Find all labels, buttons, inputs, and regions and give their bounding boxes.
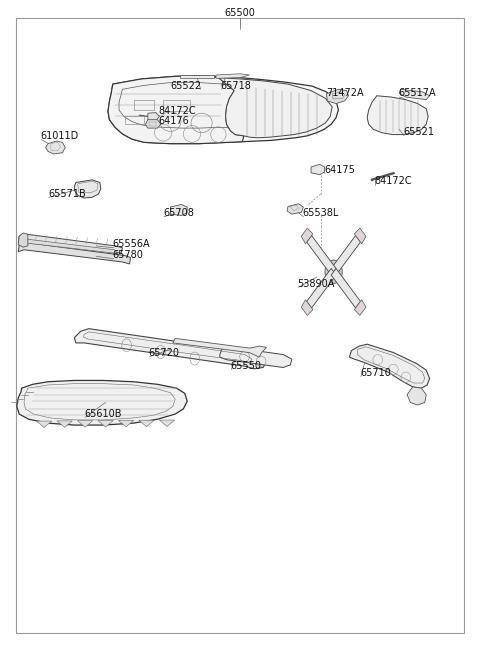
Text: 65522: 65522 [170,81,202,91]
Polygon shape [98,421,113,427]
Text: 84172C: 84172C [374,177,412,186]
Text: 65521: 65521 [403,127,434,137]
Text: 71472A: 71472A [326,89,364,98]
Polygon shape [74,180,101,198]
Polygon shape [159,420,175,426]
Polygon shape [354,228,366,244]
Text: 65780: 65780 [113,250,144,260]
Polygon shape [407,387,426,405]
Polygon shape [399,89,430,100]
Polygon shape [331,236,360,275]
Polygon shape [349,344,430,388]
Polygon shape [119,421,134,427]
Polygon shape [180,75,214,78]
Text: 65720: 65720 [149,348,180,358]
Polygon shape [216,74,250,78]
Polygon shape [287,204,303,214]
Polygon shape [25,239,116,255]
Text: 65610B: 65610B [84,409,121,419]
Polygon shape [139,420,154,426]
Text: 65550: 65550 [230,361,262,371]
Polygon shape [354,300,366,315]
Text: 65500: 65500 [225,8,255,18]
Polygon shape [170,204,187,215]
Polygon shape [307,269,336,308]
Text: 64175: 64175 [324,165,355,175]
Polygon shape [307,236,336,275]
Polygon shape [311,164,324,175]
Polygon shape [18,233,28,247]
Polygon shape [17,380,187,425]
Polygon shape [331,269,360,308]
Polygon shape [218,78,332,138]
Polygon shape [326,89,348,104]
Ellipse shape [325,260,342,283]
Text: 84172C: 84172C [158,107,196,116]
Text: 65708: 65708 [163,208,194,218]
Polygon shape [148,113,159,120]
Polygon shape [108,76,244,144]
Polygon shape [36,421,52,428]
Text: 65517A: 65517A [398,89,436,98]
Polygon shape [108,76,338,144]
Text: 65538L: 65538L [302,208,339,218]
Text: 65710: 65710 [360,368,391,378]
Text: 61011D: 61011D [41,131,79,141]
Text: 65556A: 65556A [113,239,150,249]
Polygon shape [18,234,122,254]
Polygon shape [367,96,428,135]
Polygon shape [46,141,65,154]
Polygon shape [74,329,266,369]
Ellipse shape [329,265,338,278]
Polygon shape [57,421,72,428]
Polygon shape [301,228,313,244]
Polygon shape [18,243,131,264]
Polygon shape [145,120,161,128]
Polygon shape [173,338,266,357]
Text: 64176: 64176 [158,116,189,126]
Polygon shape [301,300,313,315]
Text: 65571B: 65571B [48,189,86,199]
Polygon shape [220,347,292,367]
Text: 65718: 65718 [221,81,252,91]
Polygon shape [77,421,93,427]
Text: 53890A: 53890A [298,279,335,289]
